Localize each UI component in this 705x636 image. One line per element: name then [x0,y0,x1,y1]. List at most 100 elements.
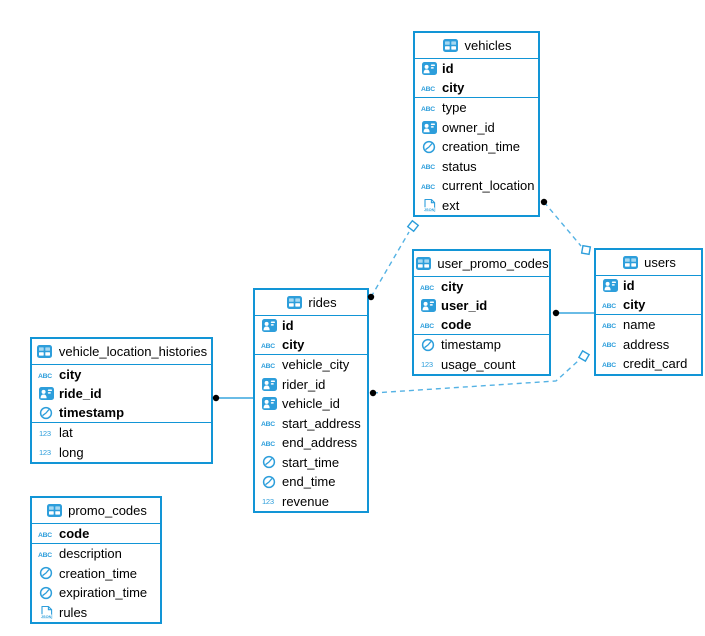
fields-section: 123 lat 123 long [32,422,211,462]
table-header[interactable]: user_promo_codes [414,251,549,277]
table-vehicle_location_histories[interactable]: vehicle_location_histories ABC city ride… [30,337,213,464]
table-rides[interactable]: rides id ABC city ABC vehicle_city rider… [253,288,369,513]
table-header[interactable]: vehicle_location_histories [32,339,211,365]
field-name: timestamp [59,405,125,420]
field-name: start_address [282,415,361,431]
field-row[interactable]: ABC credit_card [596,354,701,374]
field-row[interactable]: ABC city [596,295,701,314]
text-type-icon: ABC [420,83,438,93]
table-header[interactable]: promo_codes [32,498,160,524]
field-row[interactable]: ABC current_location [415,176,538,196]
field-row[interactable]: ABC start_address [255,414,367,434]
table-header[interactable]: vehicles [415,33,538,59]
svg-text:ABC: ABC [420,323,434,330]
id-type-icon [420,120,438,134]
primary-key-section: ABC city ride_id timestamp [32,365,211,422]
field-row[interactable]: id [255,316,367,335]
field-row[interactable]: vehicle_id [255,394,367,414]
time-type-icon [420,140,438,154]
number-type-icon: 123 [260,496,278,506]
table-promo_codes[interactable]: promo_codes ABC code ABC description cre… [30,496,162,624]
field-row[interactable]: ABC description [32,544,160,564]
text-type-icon: ABC [420,161,438,171]
field-row[interactable]: ABC code [414,315,549,334]
field-name: code [59,526,90,541]
field-name: usage_count [441,356,516,372]
field-row[interactable]: ABC end_address [255,433,367,453]
field-row[interactable]: ABC address [596,335,701,355]
svg-text:123: 123 [262,497,274,506]
svg-text:ABC: ABC [38,532,52,539]
field-row[interactable]: 123 usage_count [414,355,549,375]
field-row[interactable]: id [415,59,538,78]
field-row[interactable]: 123 revenue [255,492,367,512]
svg-text:ABC: ABC [602,323,616,330]
field-row[interactable]: ABC type [415,98,538,118]
svg-text:JSON: JSON [423,207,434,212]
svg-text:ABC: ABC [421,106,435,113]
field-row[interactable]: creation_time [415,137,538,157]
field-row[interactable]: JSON ext [415,196,538,216]
field-row[interactable]: start_time [255,453,367,473]
field-row[interactable]: ABC status [415,157,538,177]
field-row[interactable]: ABC name [596,315,701,335]
field-row[interactable]: timestamp [414,335,549,355]
svg-text:123: 123 [39,448,51,457]
field-row[interactable]: owner_id [415,118,538,138]
svg-text:ABC: ABC [602,342,616,349]
text-type-icon: ABC [37,529,55,539]
field-row[interactable]: ABC vehicle_city [255,355,367,375]
field-row[interactable]: ABC city [414,277,549,296]
field-name: description [59,546,122,562]
field-row[interactable]: ABC code [32,524,160,543]
svg-text:ABC: ABC [261,343,275,350]
field-row[interactable]: 123 long [32,443,211,463]
field-name: city [441,279,464,294]
table-name: user_promo_codes [437,256,549,271]
fields-section: ABC vehicle_city rider_id vehicle_id ABC… [255,354,367,511]
text-type-icon: ABC [420,181,438,191]
table-header[interactable]: users [596,250,701,276]
field-name: city [442,80,465,95]
field-row[interactable]: creation_time [32,564,160,584]
field-name: id [282,318,294,333]
field-row[interactable]: id [596,276,701,295]
id-type-icon [260,397,278,411]
time-type-icon [419,338,437,352]
field-name: id [623,278,635,293]
field-row[interactable]: expiration_time [32,583,160,603]
text-type-icon: ABC [37,549,55,559]
table-user_promo_codes[interactable]: user_promo_codes ABC city user_id ABC co… [412,249,551,376]
field-name: code [441,317,472,332]
field-row[interactable]: ride_id [32,384,211,403]
field-name: long [59,444,84,460]
field-name: status [442,158,477,174]
table-name: rides [308,295,337,310]
id-type-icon [260,377,278,391]
field-row[interactable]: rider_id [255,375,367,395]
field-name: city [623,297,646,312]
text-type-icon: ABC [601,320,619,330]
table-icon [414,257,432,270]
id-type-icon [419,299,437,312]
id-type-icon [37,387,55,400]
field-row[interactable]: 123 lat [32,423,211,443]
field-name: owner_id [442,119,495,135]
table-header[interactable]: rides [255,290,367,316]
field-row[interactable]: ABC city [415,78,538,97]
field-row[interactable]: end_time [255,472,367,492]
table-name: promo_codes [68,503,147,518]
field-row[interactable]: ABC city [32,365,211,384]
svg-text:123: 123 [421,360,433,369]
table-icon [36,345,54,358]
table-vehicles[interactable]: vehicles id ABC city ABC type owner_id c… [413,31,540,217]
field-row[interactable]: JSON rules [32,603,160,623]
table-users[interactable]: users id ABC city ABC name ABC address A… [594,248,703,376]
field-row[interactable]: user_id [414,296,549,315]
field-row[interactable]: ABC city [255,335,367,354]
field-name: rules [59,604,88,620]
primary-key-section: id ABC city [596,276,701,314]
id-type-icon [420,62,438,75]
field-row[interactable]: timestamp [32,403,211,422]
